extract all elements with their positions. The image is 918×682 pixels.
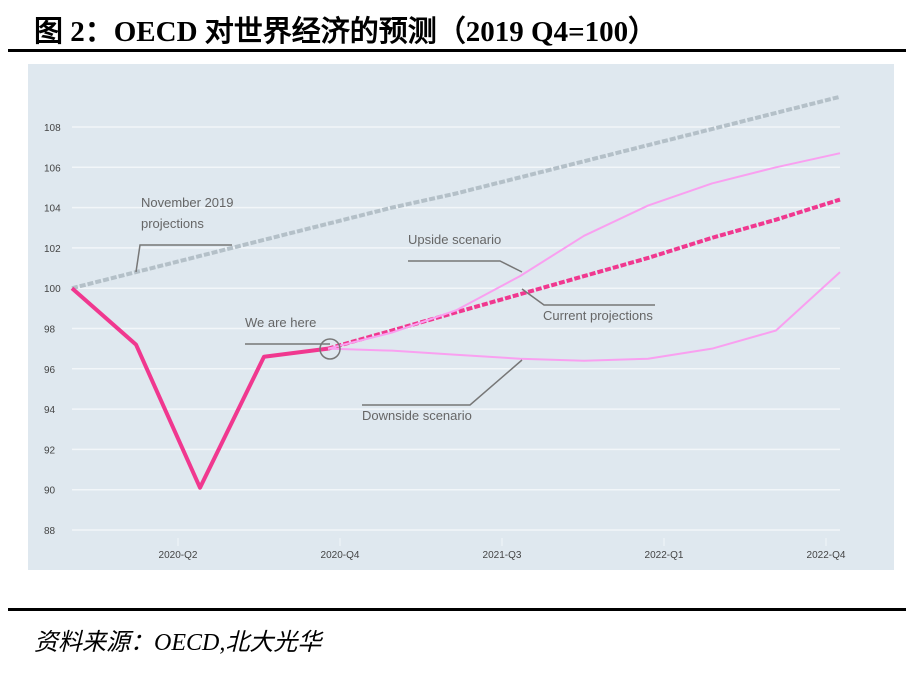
leader-upside (408, 260, 523, 273)
source-note: 资料来源：OECD,北大光华 (34, 630, 322, 656)
y-tick-label: 108 (44, 123, 61, 134)
y-tick-label: 106 (44, 163, 61, 174)
label-nov-1: November 2019 (141, 195, 234, 210)
label-here: We are here (245, 315, 316, 330)
y-tick-label: 98 (44, 325, 56, 336)
page-title: 图 2：OECD 对世界经济的预测（2019 Q4=100） (34, 16, 658, 48)
series-line-upside-scenario (327, 152, 841, 350)
y-tick-label: 104 (44, 204, 61, 215)
leader-downside (362, 359, 523, 406)
bottom-rule (8, 608, 906, 611)
y-tick-label: 94 (44, 405, 56, 416)
y-tick-label: 92 (44, 445, 56, 456)
y-tick-label: 88 (44, 526, 56, 537)
plot-background (28, 64, 894, 570)
label-upside: Upside scenario (408, 232, 501, 247)
leader-nov (135, 244, 232, 273)
y-tick-label: 90 (44, 486, 56, 497)
top-rule (8, 49, 906, 52)
x-tick-label: 2022-Q1 (645, 550, 684, 561)
y-tick-label: 100 (44, 284, 61, 295)
label-downside: Downside scenario (362, 408, 472, 423)
x-tick-label: 2020-Q4 (321, 550, 360, 561)
series-line-november-2019-projections (71, 94, 841, 291)
x-tick-label: 2022-Q4 (807, 550, 846, 561)
x-tick-label: 2020-Q2 (159, 550, 198, 561)
y-tick-label: 102 (44, 244, 61, 255)
annotations (135, 244, 655, 406)
we-are-here-marker (319, 338, 341, 360)
label-current: Current projections (543, 308, 653, 323)
series-line-actual (70, 286, 329, 490)
leader-current (521, 288, 655, 306)
label-nov-2: projections (141, 216, 204, 231)
series-line-downside-scenario (327, 271, 841, 362)
y-tick-label: 96 (44, 365, 56, 376)
x-tick-label: 2021-Q3 (483, 550, 522, 561)
